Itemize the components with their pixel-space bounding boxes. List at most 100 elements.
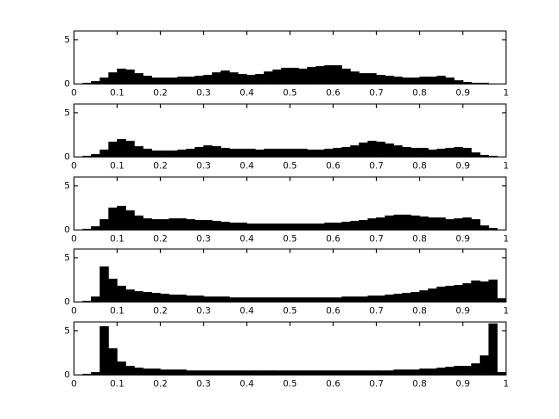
histogram-bar bbox=[402, 147, 412, 158]
x-tick-label: 0.7 bbox=[369, 380, 383, 390]
y-tick-label: 5 bbox=[64, 108, 70, 118]
histogram-bar bbox=[108, 278, 118, 303]
axes-box bbox=[73, 103, 507, 158]
histogram-bar bbox=[134, 367, 144, 376]
histogram-bar bbox=[324, 370, 334, 376]
histogram-bar bbox=[436, 367, 446, 376]
histogram-bar bbox=[142, 75, 153, 85]
histogram-bar bbox=[134, 73, 144, 85]
histogram-bar bbox=[307, 149, 317, 158]
histogram-bar bbox=[168, 77, 178, 85]
histogram-bar bbox=[307, 297, 317, 303]
x-tick-label: 1 bbox=[503, 162, 509, 172]
histogram-bar bbox=[350, 71, 360, 85]
x-tick-label: 1 bbox=[503, 89, 509, 99]
histogram-bar bbox=[324, 148, 334, 158]
x-tick-label: 0.6 bbox=[326, 307, 341, 317]
histogram-bar bbox=[211, 72, 222, 85]
histogram-bar bbox=[384, 215, 394, 231]
histogram-bar bbox=[307, 370, 317, 376]
histogram-bar bbox=[341, 296, 351, 303]
histogram-bar bbox=[315, 66, 325, 85]
histogram-bar bbox=[91, 226, 101, 231]
histogram-bar bbox=[376, 295, 386, 303]
histogram-bar bbox=[108, 141, 118, 158]
histogram-bar bbox=[384, 143, 394, 158]
histogram-bar bbox=[393, 369, 403, 376]
histogram-bar bbox=[402, 214, 412, 231]
histogram-bar bbox=[419, 76, 429, 85]
histogram-bar bbox=[436, 286, 446, 303]
histogram-bar bbox=[220, 221, 230, 231]
histogram-bar bbox=[471, 363, 481, 376]
histogram-bar bbox=[402, 369, 412, 376]
x-tick-label: 0.4 bbox=[240, 380, 255, 390]
histogram-bar bbox=[350, 370, 360, 376]
y-tick-label: 5 bbox=[64, 326, 70, 336]
histogram-bar bbox=[151, 292, 161, 303]
histogram-bar bbox=[367, 370, 377, 376]
x-tick-label: 0.1 bbox=[110, 89, 124, 99]
histogram-bar bbox=[134, 215, 144, 231]
histogram-bar bbox=[237, 222, 248, 231]
histogram-bar bbox=[151, 219, 161, 231]
histogram-bar bbox=[488, 279, 498, 303]
histogram-bar bbox=[229, 72, 239, 85]
histogram-bar bbox=[125, 210, 135, 231]
y-tick-label: 0 bbox=[64, 371, 70, 381]
histogram-bar bbox=[376, 141, 386, 158]
histogram-bar bbox=[384, 75, 394, 85]
histogram-bar bbox=[108, 348, 118, 376]
histogram-bar bbox=[289, 223, 299, 231]
histogram-bar bbox=[298, 148, 308, 158]
x-tick-label: 0.1 bbox=[110, 162, 124, 172]
histogram-bar bbox=[116, 68, 127, 85]
histogram-bar bbox=[168, 294, 178, 303]
axes-box bbox=[73, 176, 507, 231]
histogram-bar bbox=[341, 147, 351, 158]
histogram-bar bbox=[479, 281, 489, 303]
histogram-bar bbox=[341, 68, 351, 85]
histogram-bar bbox=[194, 147, 204, 158]
histogram-bar bbox=[263, 297, 273, 303]
x-tick-label: 0.6 bbox=[326, 235, 341, 245]
histogram-bar bbox=[229, 297, 239, 303]
histogram-bar bbox=[358, 220, 369, 231]
histogram-bar bbox=[151, 77, 161, 85]
x-tick-label: 0.5 bbox=[283, 89, 297, 99]
x-tick-label: 0.6 bbox=[326, 89, 341, 99]
x-tick-label: 0.7 bbox=[369, 162, 383, 172]
histogram-bar bbox=[160, 293, 170, 303]
axes-box bbox=[73, 248, 507, 303]
histogram-bar bbox=[125, 289, 135, 303]
histogram-bar bbox=[255, 223, 265, 231]
histogram-bar bbox=[246, 148, 256, 158]
x-tick-label: 0.5 bbox=[283, 162, 297, 172]
histogram-bar bbox=[263, 148, 273, 158]
histogram-bar bbox=[453, 365, 464, 376]
histogram-bar bbox=[402, 292, 412, 303]
x-tick-label: 0 bbox=[71, 235, 77, 245]
histogram-bar bbox=[341, 221, 351, 231]
histogram-bar bbox=[419, 216, 429, 231]
histogram-bar bbox=[255, 149, 265, 158]
x-tick-label: 0.2 bbox=[153, 307, 167, 317]
histogram-bar bbox=[237, 148, 248, 158]
histogram-bar bbox=[427, 368, 438, 376]
histogram-bar bbox=[324, 297, 334, 303]
histogram-bar bbox=[315, 370, 325, 376]
histogram-bar bbox=[410, 77, 420, 85]
x-tick-label: 0.3 bbox=[196, 380, 210, 390]
histogram-bar bbox=[289, 67, 299, 85]
histogram-bar bbox=[281, 67, 291, 85]
histogram-bar bbox=[453, 284, 464, 303]
histogram-bar bbox=[410, 215, 420, 231]
histogram-bar bbox=[402, 77, 412, 85]
histogram-bar bbox=[272, 370, 282, 376]
x-tick-label: 0.9 bbox=[456, 162, 471, 172]
histogram-bar bbox=[367, 295, 377, 303]
histogram-bar bbox=[436, 148, 446, 158]
histogram-bar bbox=[427, 149, 438, 158]
histogram-bar bbox=[376, 74, 386, 85]
x-tick-label: 0.8 bbox=[412, 235, 427, 245]
